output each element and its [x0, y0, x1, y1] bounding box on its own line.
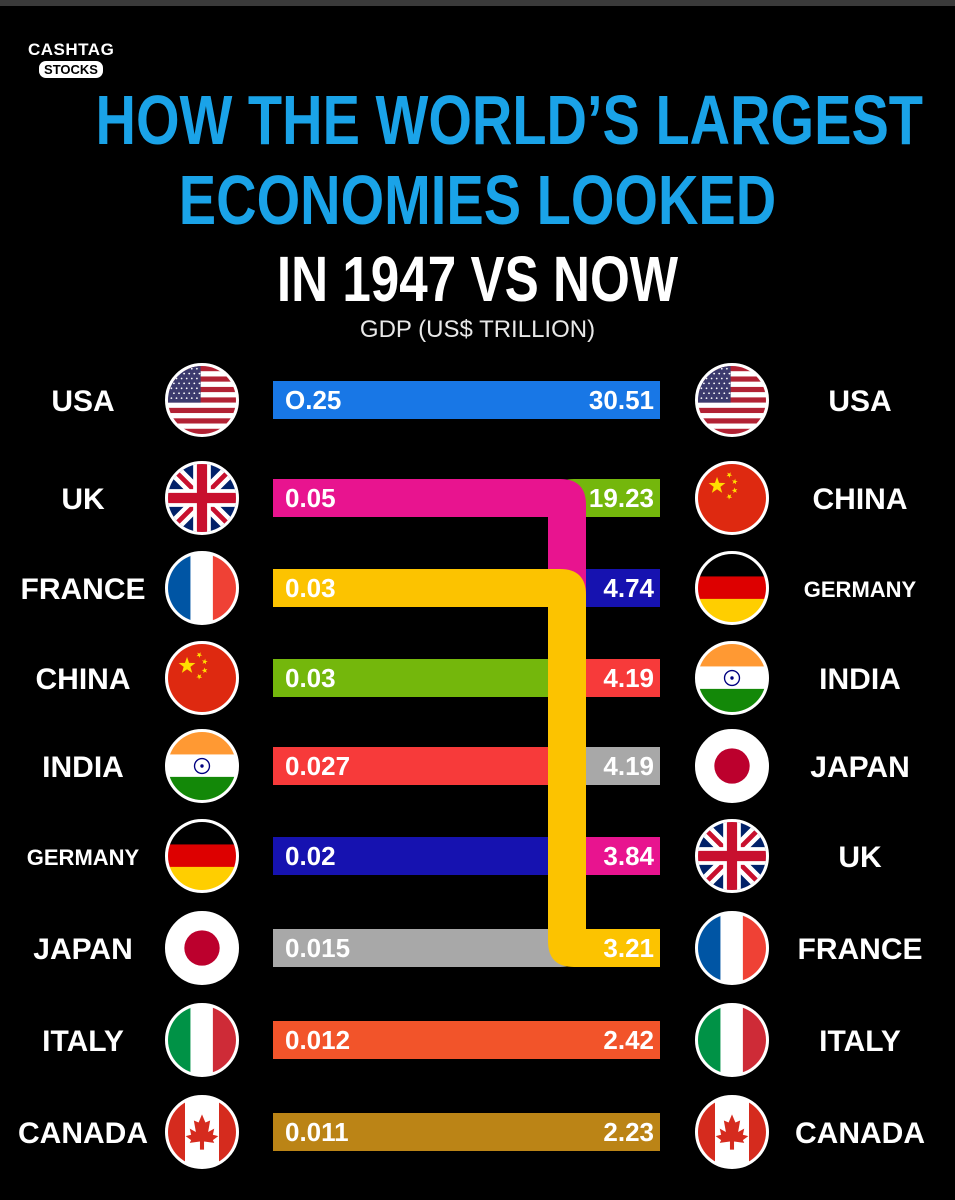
japan-flag-icon: [695, 729, 769, 803]
india-flag-icon: [165, 729, 239, 803]
brand-line2: STOCKS: [39, 61, 103, 78]
brand-logo: CASHTAG STOCKS: [28, 40, 114, 79]
canada-flag-icon: [695, 1095, 769, 1169]
value-now-japan: 4.19: [603, 751, 654, 781]
uk-flag-icon: [165, 461, 239, 535]
value-now-italy: 2.42: [603, 1025, 654, 1055]
country-label-left-usa: USA: [51, 385, 115, 418]
country-label-right-uk: UK: [838, 841, 882, 874]
value-1947-usa: O.25: [285, 385, 341, 415]
value-now-india: 4.19: [603, 663, 654, 693]
ribbon-france: [273, 569, 660, 967]
brand-line1: CASHTAG: [28, 40, 115, 59]
bar-usa: [273, 381, 660, 419]
italy-flag-icon: [165, 1003, 239, 1077]
value-now-china: 19.23: [589, 483, 654, 513]
chart-subtitle: GDP (US$ TRILLION): [359, 316, 596, 343]
value-now-canada: 2.23: [603, 1117, 654, 1147]
title-line1: HOW THE WORLD’S LARGEST: [95, 81, 924, 159]
top-edge-bar: [0, 0, 955, 6]
country-label-right-france: FRANCE: [797, 933, 923, 966]
germany-flag-icon: [165, 819, 239, 893]
country-label-left-japan: JAPAN: [33, 933, 133, 966]
china-flag-icon: [695, 461, 769, 535]
ribbon-germany: [273, 569, 660, 875]
value-1947-japan: 0.015: [285, 933, 350, 963]
bar-italy: [273, 1021, 660, 1059]
value-now-france: 3.21: [603, 933, 654, 963]
uk-flag-icon: [695, 819, 769, 893]
value-1947-germany: 0.02: [285, 841, 336, 871]
value-1947-france: 0.03: [285, 573, 336, 603]
country-label-right-usa: USA: [828, 385, 892, 418]
country-label-left-italy: ITALY: [42, 1025, 124, 1058]
country-label-left-france: FRANCE: [20, 573, 146, 606]
bar-canada: [273, 1113, 660, 1151]
value-1947-uk: 0.05: [285, 483, 336, 513]
country-label-right-india: INDIA: [819, 663, 901, 696]
title-line2: ECONOMIES LOOKED: [178, 161, 777, 239]
france-flag-icon: [165, 551, 239, 625]
value-1947-canada: 0.011: [285, 1117, 349, 1147]
japan-flag-icon: [165, 911, 239, 985]
country-label-right-japan: JAPAN: [810, 751, 910, 784]
country-label-left-germany: GERMANY: [26, 845, 140, 870]
india-flag-icon: [695, 641, 769, 715]
country-label-right-canada: CANADA: [795, 1117, 925, 1150]
italy-flag-icon: [695, 1003, 769, 1077]
country-label-right-italy: ITALY: [819, 1025, 901, 1058]
china-flag-icon: [165, 641, 239, 715]
value-1947-china: 0.03: [285, 663, 336, 693]
country-label-right-china: CHINA: [812, 483, 908, 516]
germany-flag-icon: [695, 551, 769, 625]
canada-flag-icon: [165, 1095, 239, 1169]
usa-flag-icon: [695, 363, 769, 437]
value-1947-india: 0.027: [285, 751, 350, 781]
country-label-left-india: INDIA: [42, 751, 124, 784]
value-1947-italy: 0.012: [285, 1025, 350, 1055]
country-label-left-uk: UK: [61, 483, 105, 516]
title-line3: IN 1947 VS NOW: [276, 243, 679, 315]
country-label-left-china: CHINA: [35, 663, 131, 696]
country-label-right-germany: GERMANY: [803, 577, 917, 602]
value-now-germany: 4.74: [603, 573, 654, 603]
usa-flag-icon: [165, 363, 239, 437]
france-flag-icon: [695, 911, 769, 985]
value-now-uk: 3.84: [603, 841, 654, 871]
country-label-left-canada: CANADA: [18, 1117, 148, 1150]
value-now-usa: 30.51: [589, 385, 654, 415]
